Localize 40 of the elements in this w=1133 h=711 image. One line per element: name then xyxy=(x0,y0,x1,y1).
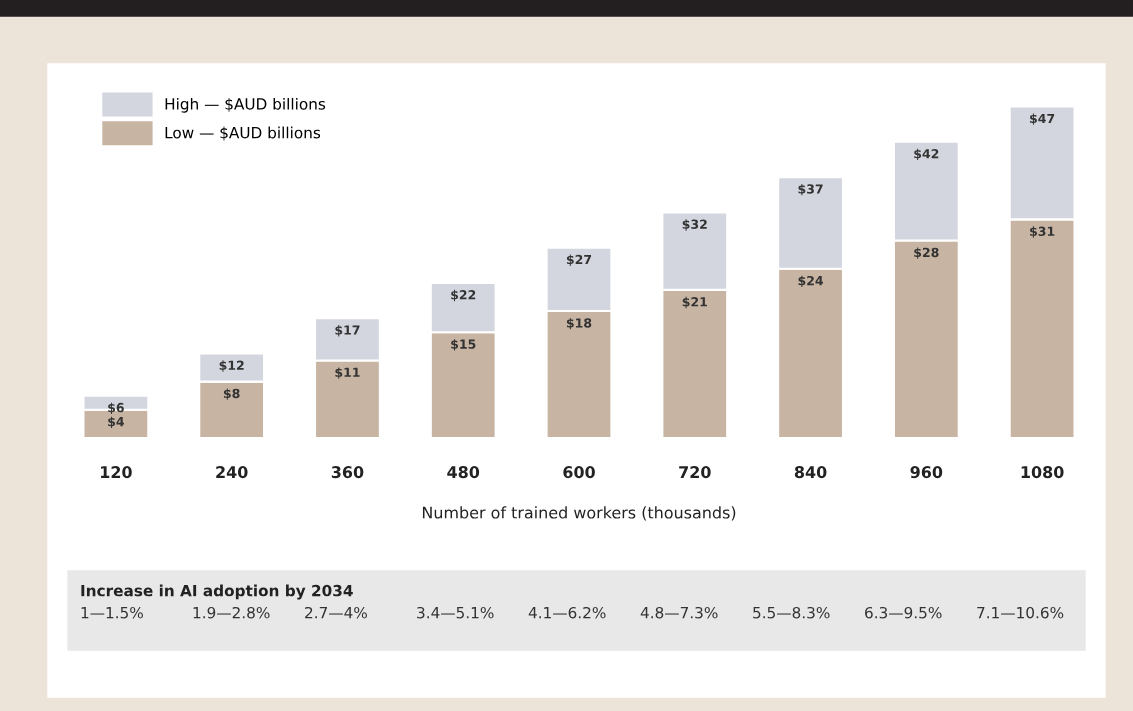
text: 6.3—9.5% xyxy=(865,606,942,619)
data-label: $21 xyxy=(682,296,707,309)
total-label: $37 xyxy=(798,184,823,196)
x-tick-label: 720 xyxy=(679,466,711,479)
x-tick-label: 960 xyxy=(910,466,943,479)
total-label: $22 xyxy=(451,289,476,302)
text: Increase in AI adoption by 2034 xyxy=(81,584,353,600)
total-label: $17 xyxy=(335,325,360,337)
x-tick-label: 600 xyxy=(563,466,595,479)
data-label: $31 xyxy=(1030,226,1055,238)
text: 4.8—7.3% xyxy=(640,606,718,619)
x-tick-label: 360 xyxy=(331,466,364,479)
x-tick-label: 480 xyxy=(447,466,480,479)
total-label: $12 xyxy=(219,360,244,372)
data-label: $8 xyxy=(223,388,240,400)
data-label: $18 xyxy=(566,318,592,330)
total-label: $32 xyxy=(682,219,707,231)
text: 1.9—2.8% xyxy=(193,606,270,619)
total-label: $27 xyxy=(566,254,592,266)
total-label: $47 xyxy=(1030,113,1055,125)
text: 3.4—5.1% xyxy=(417,606,494,619)
text: 5.5—8.3% xyxy=(753,606,830,619)
legend-label: High — $AUD billions xyxy=(165,97,326,113)
data-label: $15 xyxy=(451,339,476,351)
data-label: $4 xyxy=(108,416,125,429)
text: 7.1—10.6% xyxy=(977,606,1064,619)
data-label: $24 xyxy=(798,275,824,288)
data-label: $11 xyxy=(335,367,360,379)
text: 2.7—4% xyxy=(305,606,367,619)
x-tick-label: 240 xyxy=(216,466,248,479)
total-label: $6 xyxy=(108,402,124,414)
text: 1—1.5% xyxy=(81,606,143,619)
data-label: $28 xyxy=(914,247,939,259)
x-tick-label: 1080 xyxy=(1021,466,1064,479)
total-label: $42 xyxy=(914,148,939,161)
x-tick-label: 840 xyxy=(794,466,827,479)
x-axis-title: Number of trained workers (thousands) xyxy=(422,506,736,521)
x-tick-label: 120 xyxy=(101,466,132,479)
legend-label: Low — $AUD billions xyxy=(165,126,321,141)
text: 4.1—6.2% xyxy=(528,606,606,619)
